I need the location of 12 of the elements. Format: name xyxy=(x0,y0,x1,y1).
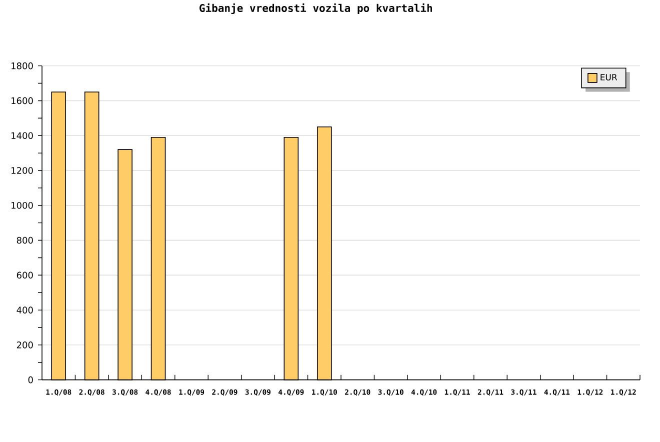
legend-label: EUR xyxy=(600,74,618,81)
y-tick-label: 1600 xyxy=(12,97,33,104)
y-tick-label: 600 xyxy=(16,272,33,279)
y-tick-label: 1800 xyxy=(12,62,33,70)
y-tick-label: 800 xyxy=(16,236,33,244)
y-tick-label: 1000 xyxy=(12,202,33,209)
y-tick-label: 400 xyxy=(16,306,33,314)
y-tick-label: 0 xyxy=(28,376,33,384)
chart-title: Gibanje vrednosti vozila po kvartalih xyxy=(200,3,432,14)
y-tick-label: 1200 xyxy=(12,167,33,174)
y-tick-label: 200 xyxy=(16,342,33,348)
y-tick-label: 1400 xyxy=(12,132,33,140)
